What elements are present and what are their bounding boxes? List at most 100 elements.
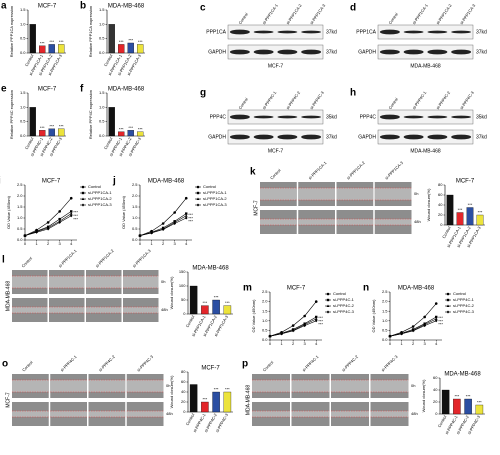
blot-frame	[377, 44, 474, 60]
column-label: si-PPP1CA-3	[384, 160, 405, 181]
legend-marker	[196, 203, 200, 207]
legend-marker	[196, 197, 200, 200]
row-label: 0h	[411, 383, 415, 388]
bar	[137, 131, 144, 137]
wound-gap	[374, 219, 412, 225]
significance: ***	[49, 39, 54, 44]
protein-label: PPP4C	[360, 114, 377, 120]
wound-gap	[298, 219, 335, 225]
x-tick-label: 2	[412, 341, 415, 346]
band	[301, 30, 322, 34]
band	[427, 134, 448, 140]
chart-title: MCF-7	[287, 286, 306, 292]
axis	[269, 292, 322, 341]
x-tick-label: 4	[315, 341, 318, 346]
band	[229, 29, 250, 35]
legend-label: Control	[453, 291, 466, 296]
bar	[223, 391, 232, 413]
bar	[466, 207, 474, 226]
band	[451, 49, 472, 55]
wound-gap	[298, 188, 335, 200]
wound-gap	[123, 307, 159, 313]
legend-marker	[446, 304, 450, 307]
y-axis-label: Wound closure(%)	[421, 379, 426, 412]
y-axis-label: Relative PPP1CA expression	[88, 6, 93, 58]
panel-letter: e	[1, 84, 7, 95]
y-tick-label: 0.0	[17, 237, 23, 242]
x-tick-label: 4	[185, 241, 188, 246]
y-tick-label: 2.5	[132, 182, 138, 187]
marker	[69, 214, 73, 218]
significance: ***	[466, 394, 471, 399]
bar	[201, 401, 209, 413]
y-tick-label: 2.0	[132, 193, 138, 198]
marker	[138, 234, 142, 238]
x-tick-label: Control	[185, 314, 196, 328]
wound-gap	[50, 411, 87, 417]
column-label: si-PPP4C-3	[380, 354, 399, 373]
y-tick-label: 40	[181, 389, 186, 394]
marker	[69, 196, 73, 200]
marker	[173, 222, 177, 225]
cell-label: MCF-7	[253, 200, 259, 215]
bar	[127, 42, 134, 54]
protein-label: PPP1CA	[206, 29, 226, 35]
marker	[184, 216, 188, 220]
y-tick-label: 0.5	[382, 327, 388, 332]
marker	[150, 231, 153, 235]
y-axis-label: Relative PPP4C expression	[9, 90, 14, 139]
y-tick-label: 2.0	[382, 299, 388, 304]
bar	[456, 212, 464, 226]
wound-gap	[291, 380, 330, 392]
cell-label: MDA-MB-468	[245, 385, 251, 416]
blot-frame	[227, 109, 324, 125]
bar	[189, 384, 198, 413]
y-tick-label: 1.0	[382, 318, 388, 323]
size-label: 35kd	[326, 114, 337, 120]
series-line	[139, 215, 187, 236]
chart-title: MDA-MB-468	[108, 4, 145, 10]
column-label: si-PPP1CA-1	[57, 248, 78, 269]
y-tick-label: 0.0	[20, 133, 26, 138]
bar	[475, 404, 484, 415]
y-tick-label: 1.0	[17, 215, 23, 220]
y-tick-label: 2.0	[17, 193, 23, 198]
cell-label: MCF-7	[268, 148, 283, 154]
significance: ***	[225, 387, 230, 392]
y-tick-label: 0.0	[99, 133, 105, 138]
wound-gap	[49, 307, 85, 313]
band	[277, 134, 298, 140]
significance: ***	[73, 216, 78, 221]
wound-gap	[123, 276, 159, 288]
bar	[108, 24, 115, 54]
panel-letter: o	[2, 359, 8, 370]
y-tick-label: 40	[438, 202, 443, 207]
bar	[48, 128, 55, 137]
legend-marker	[326, 310, 330, 314]
legend-label: si-PPP4C-3	[453, 309, 475, 314]
marker	[268, 334, 272, 338]
lane-label: si-PPP4C-2	[285, 90, 302, 111]
band	[253, 30, 274, 34]
chart-title: MDA-MB-468	[192, 266, 229, 272]
marker	[314, 317, 318, 320]
marker	[314, 319, 318, 323]
bar	[29, 107, 36, 137]
band	[229, 134, 250, 140]
bar	[58, 44, 65, 54]
y-tick-label: 1.5	[99, 90, 105, 95]
wound-gap	[336, 219, 374, 225]
significance: ***	[438, 321, 443, 326]
panel-letter: d	[350, 3, 356, 14]
band	[253, 115, 274, 119]
marker	[35, 230, 38, 234]
y-axis-label: Wound closure(%)	[169, 375, 174, 408]
y-tick-label: 2.0	[262, 299, 268, 304]
x-tick-label: 0	[24, 241, 27, 246]
column-label: si-PPP4C-1	[59, 354, 78, 373]
y-tick-label: 20	[438, 212, 443, 217]
blot-frame	[227, 129, 324, 145]
wound-gap	[370, 380, 409, 392]
column-label: si-PPP1CA-1	[307, 160, 328, 181]
